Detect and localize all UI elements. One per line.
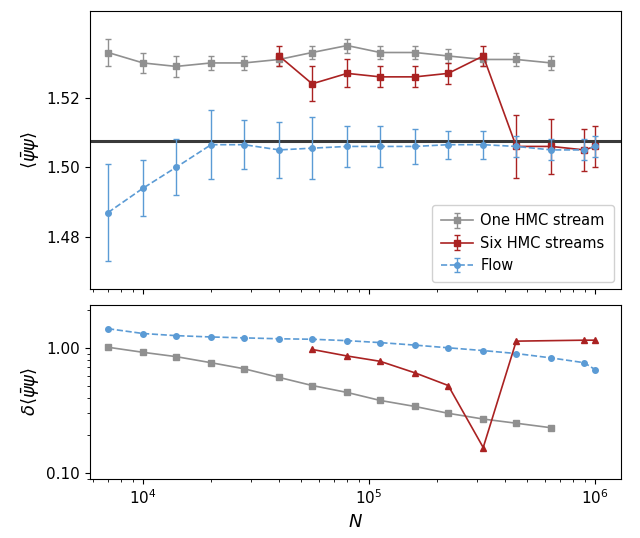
X-axis label: $N$: $N$	[348, 513, 363, 531]
Y-axis label: $\langle\bar{\psi}\psi\rangle$: $\langle\bar{\psi}\psi\rangle$	[19, 131, 40, 169]
Y-axis label: $\delta\langle\bar{\psi}\psi\rangle$: $\delta\langle\bar{\psi}\psi\rangle$	[19, 367, 40, 416]
Legend: One HMC stream, Six HMC streams, Flow: One HMC stream, Six HMC streams, Flow	[432, 204, 614, 282]
